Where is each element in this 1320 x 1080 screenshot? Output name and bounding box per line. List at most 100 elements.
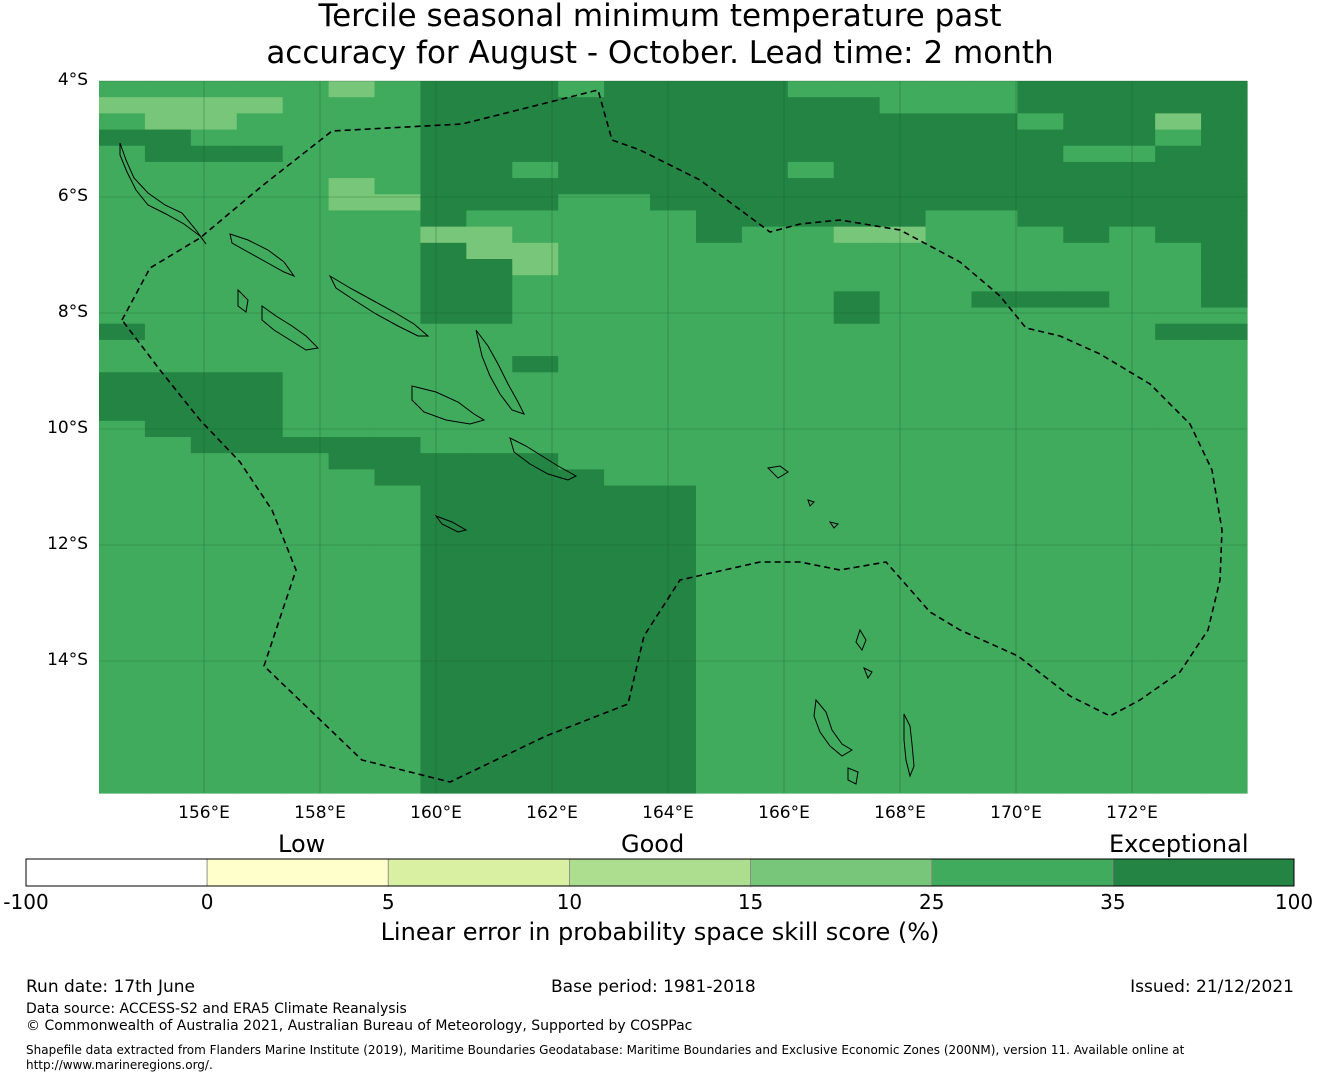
grid-cell bbox=[99, 631, 146, 648]
grid-cell bbox=[971, 307, 1018, 325]
grid-cell bbox=[466, 598, 513, 616]
grid-cell bbox=[650, 744, 697, 762]
grid-cell bbox=[971, 178, 1018, 195]
grid-cell bbox=[1017, 339, 1064, 357]
grid-cell bbox=[236, 485, 284, 503]
grid-cell bbox=[420, 291, 467, 309]
grid-cell bbox=[650, 356, 697, 373]
grid-cell bbox=[1063, 776, 1110, 794]
grid-cell bbox=[1063, 453, 1110, 470]
grid-cell bbox=[695, 356, 743, 373]
grid-cell bbox=[558, 291, 605, 309]
grid-cell bbox=[925, 275, 973, 292]
grid-cell bbox=[558, 323, 605, 341]
colorbar-tick-label: 25 bbox=[918, 890, 945, 914]
grid-cell bbox=[99, 744, 146, 762]
grid-cell bbox=[236, 631, 284, 648]
grid-cell bbox=[833, 323, 881, 341]
grid-cell bbox=[1201, 485, 1248, 503]
grid-cell bbox=[1063, 113, 1110, 131]
grid-cell bbox=[741, 323, 789, 341]
grid-cell bbox=[695, 501, 743, 519]
grid-cell bbox=[1155, 210, 1202, 228]
grid-cell bbox=[650, 81, 697, 98]
grid-cell bbox=[787, 615, 835, 632]
grid-cell bbox=[971, 663, 1018, 681]
grid-cell bbox=[144, 210, 192, 228]
grid-cell bbox=[374, 275, 422, 292]
grid-cell bbox=[833, 663, 881, 681]
grid-cell bbox=[99, 323, 146, 341]
grid-cell bbox=[144, 663, 192, 681]
grid-cell bbox=[282, 663, 330, 681]
grid-cell bbox=[236, 210, 284, 228]
grid-cell bbox=[466, 760, 513, 778]
grid-cell bbox=[971, 598, 1018, 616]
grid-cell bbox=[925, 728, 973, 746]
grid-cell bbox=[466, 81, 513, 98]
grid-cell bbox=[236, 242, 284, 260]
grid-cell bbox=[741, 647, 789, 665]
grid-cell bbox=[879, 129, 927, 147]
grid-cell bbox=[695, 728, 743, 746]
grid-cell bbox=[650, 291, 697, 309]
grid-cell bbox=[1201, 259, 1248, 276]
grid-cell bbox=[1155, 97, 1202, 114]
island-rennell bbox=[434, 514, 468, 533]
grid-cell bbox=[971, 534, 1018, 551]
grid-cell bbox=[374, 388, 422, 406]
grid-cell bbox=[190, 615, 238, 632]
grid-cell bbox=[558, 97, 605, 114]
grid-cell bbox=[1109, 631, 1156, 648]
grid-cell bbox=[787, 388, 835, 406]
grid-cell bbox=[328, 550, 376, 568]
grid-cell bbox=[466, 242, 513, 260]
grid-cell bbox=[282, 113, 330, 131]
grid-cell bbox=[971, 161, 1018, 179]
grid-cell bbox=[925, 323, 973, 341]
grid-cell bbox=[1063, 404, 1110, 422]
grid-cell bbox=[282, 469, 330, 487]
grid-cell bbox=[879, 647, 927, 665]
grid-cell bbox=[741, 598, 789, 616]
grid-cell bbox=[512, 404, 559, 422]
grid-cell bbox=[1017, 501, 1064, 519]
grid-cell bbox=[1017, 356, 1064, 373]
grid-cell bbox=[512, 226, 559, 244]
grid-cell bbox=[1109, 437, 1156, 454]
grid-cell bbox=[925, 485, 973, 503]
grid-cell bbox=[466, 615, 513, 632]
grid-cell bbox=[833, 259, 881, 276]
grid-cell bbox=[695, 242, 743, 260]
grid-cell bbox=[282, 582, 330, 600]
grid-cell bbox=[604, 501, 651, 519]
grid-cell bbox=[1155, 356, 1202, 373]
grid-cell bbox=[1155, 695, 1202, 713]
grid-cell bbox=[190, 404, 238, 422]
grid-cell bbox=[190, 534, 238, 551]
grid-cell bbox=[420, 372, 467, 390]
grid-cell bbox=[695, 550, 743, 568]
grid-cell bbox=[466, 776, 513, 794]
grid-cell bbox=[833, 695, 881, 713]
grid-cell bbox=[925, 598, 973, 616]
grid-cell bbox=[787, 550, 835, 568]
grid-cell bbox=[144, 81, 192, 98]
grid-cell bbox=[650, 404, 697, 422]
grid-cell bbox=[1201, 550, 1248, 568]
grid-cell bbox=[236, 81, 284, 98]
grid-cell bbox=[879, 501, 927, 519]
grid-cell bbox=[1155, 501, 1202, 519]
grid-cell bbox=[741, 291, 789, 309]
grid-cell bbox=[512, 210, 559, 228]
grid-cell bbox=[925, 647, 973, 665]
grid-cell bbox=[236, 437, 284, 454]
grid-cell bbox=[512, 631, 559, 648]
grid-cell bbox=[512, 145, 559, 163]
grid-cell bbox=[420, 663, 467, 681]
grid-cell bbox=[374, 145, 422, 163]
grid-cell bbox=[971, 550, 1018, 568]
grid-cell bbox=[466, 307, 513, 325]
grid-cell bbox=[236, 647, 284, 665]
grid-cell bbox=[650, 339, 697, 357]
